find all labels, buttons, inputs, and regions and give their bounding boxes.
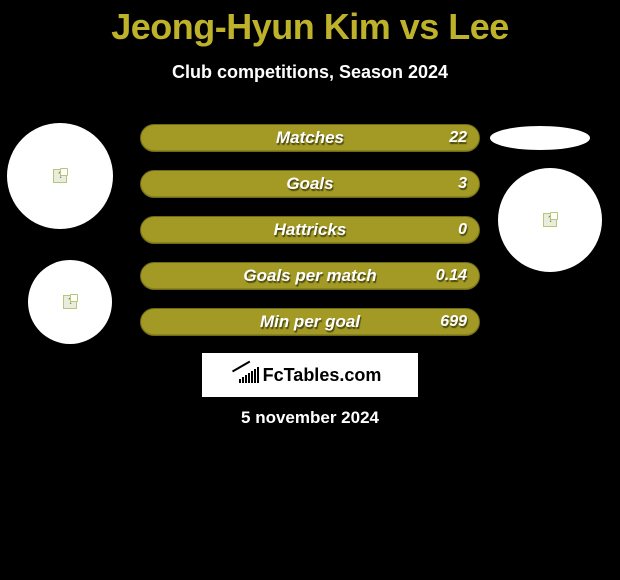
page-title: Jeong-Hyun Kim vs Lee xyxy=(0,0,620,48)
stats-infographic: Jeong-Hyun Kim vs Lee Club competitions,… xyxy=(0,0,620,580)
stat-label: Matches xyxy=(141,128,479,148)
stat-label: Min per goal xyxy=(141,312,479,332)
stat-value: 699 xyxy=(440,313,467,331)
stat-pill: Min per goal699 xyxy=(140,308,480,336)
stat-pill: Matches22 xyxy=(140,124,480,152)
stat-pill: Hattricks0 xyxy=(140,216,480,244)
bar-chart-icon xyxy=(239,367,259,383)
brand-text: FcTables.com xyxy=(263,365,382,386)
stat-label: Hattricks xyxy=(141,220,479,240)
image-placeholder-icon xyxy=(53,169,67,183)
avatar xyxy=(28,260,112,344)
avatar xyxy=(498,168,602,272)
stat-value: 0 xyxy=(458,221,467,239)
image-placeholder-icon xyxy=(63,295,77,309)
avatar xyxy=(490,126,590,150)
brand-box: FcTables.com xyxy=(202,353,418,397)
stat-value: 22 xyxy=(449,129,467,147)
page-subtitle: Club competitions, Season 2024 xyxy=(0,62,620,83)
stat-pill: Goals3 xyxy=(140,170,480,198)
brand-label: FcTables.com xyxy=(239,365,382,386)
date-label: 5 november 2024 xyxy=(0,408,620,428)
avatar xyxy=(7,123,113,229)
stat-label: Goals xyxy=(141,174,479,194)
stat-pill: Goals per match0.14 xyxy=(140,262,480,290)
stats-list: Matches22 Goals3 Hattricks0 Goals per match… xyxy=(140,124,480,354)
stat-value: 0.14 xyxy=(436,267,467,285)
stat-value: 3 xyxy=(458,175,467,193)
stat-label: Goals per match xyxy=(141,266,479,286)
image-placeholder-icon xyxy=(543,213,557,227)
